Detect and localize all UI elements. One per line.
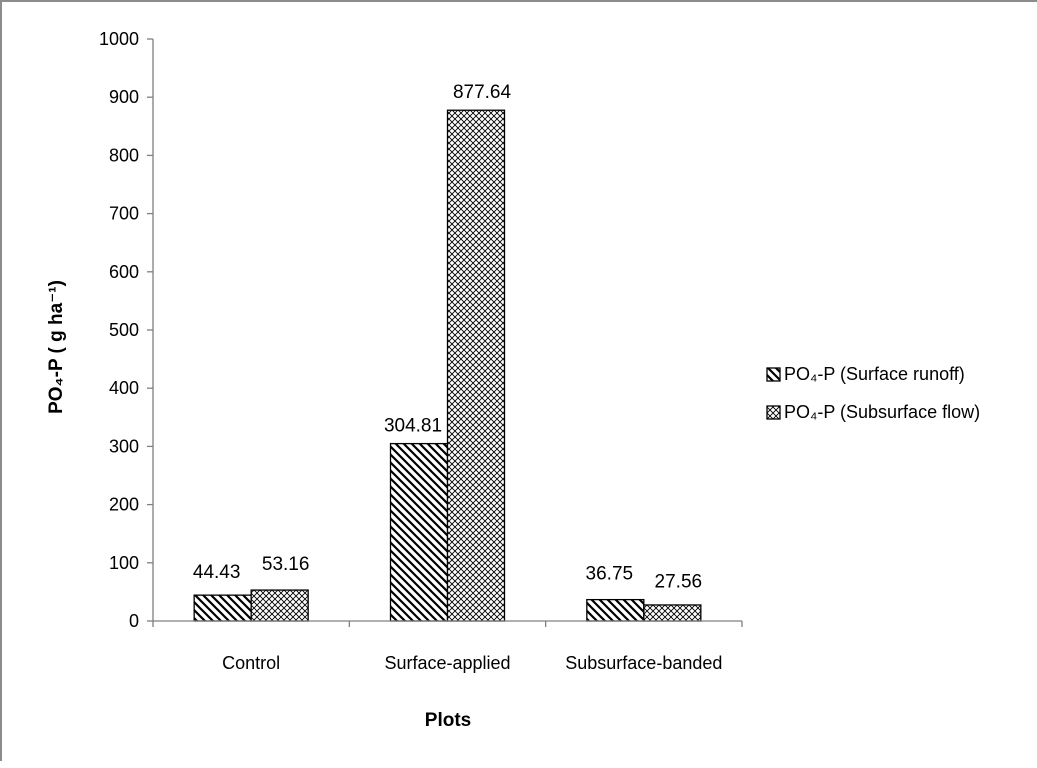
y-tick-label: 500: [109, 320, 139, 340]
x-category-label: Subsurface-banded: [565, 653, 722, 673]
x-axis-ticks: Control Surface-applied Subsurface-banded: [152, 621, 743, 673]
y-tick-label: 0: [129, 611, 139, 631]
bars: [193, 109, 702, 622]
legend-label: PO₄-P (Subsurface flow): [784, 402, 980, 422]
data-label: 304.81: [384, 416, 442, 437]
y-tick-label: 1000: [99, 29, 139, 49]
y-tick-label: 300: [109, 436, 139, 456]
data-label: 44.43: [193, 562, 241, 583]
data-label: 36.75: [586, 564, 634, 585]
legend-swatch: [766, 405, 781, 420]
legend: PO₄-P (Surface runoff) PO₄-P (Subsurface …: [766, 364, 980, 422]
bar-subsurface-flow: [250, 589, 309, 622]
y-tick-label: 200: [109, 495, 139, 515]
x-category-label: Surface-applied: [384, 653, 510, 673]
legend-label: PO₄-P (Surface runoff): [784, 364, 965, 384]
y-axis-ticks: 0 100 200 300 400 500 600 700 800 900 1000: [99, 29, 153, 631]
x-category-label: Control: [222, 653, 280, 673]
x-axis-title: Plots: [425, 710, 471, 731]
bar-surface-runoff: [193, 594, 252, 622]
bar-subsurface-flow: [446, 109, 506, 622]
y-tick-label: 800: [109, 145, 139, 165]
data-label: 877.64: [453, 82, 512, 103]
y-tick-label: 600: [109, 262, 139, 282]
data-label: 53.16: [262, 554, 310, 575]
y-tick-label: 900: [109, 87, 139, 107]
data-label: 27.56: [655, 572, 703, 593]
bar-subsurface-flow: [643, 604, 702, 622]
y-axis-title: PO₄-P ( g ha⁻¹): [46, 280, 67, 414]
data-labels: 44.43 53.16 304.81 877.64 36.75 27.56: [193, 82, 702, 592]
y-tick-label: 100: [109, 553, 139, 573]
legend-swatch: [766, 367, 781, 382]
bar-surface-runoff: [586, 598, 645, 622]
y-tick-label: 400: [109, 378, 139, 398]
bar-surface-runoff: [389, 442, 449, 622]
y-tick-label: 700: [109, 204, 139, 224]
